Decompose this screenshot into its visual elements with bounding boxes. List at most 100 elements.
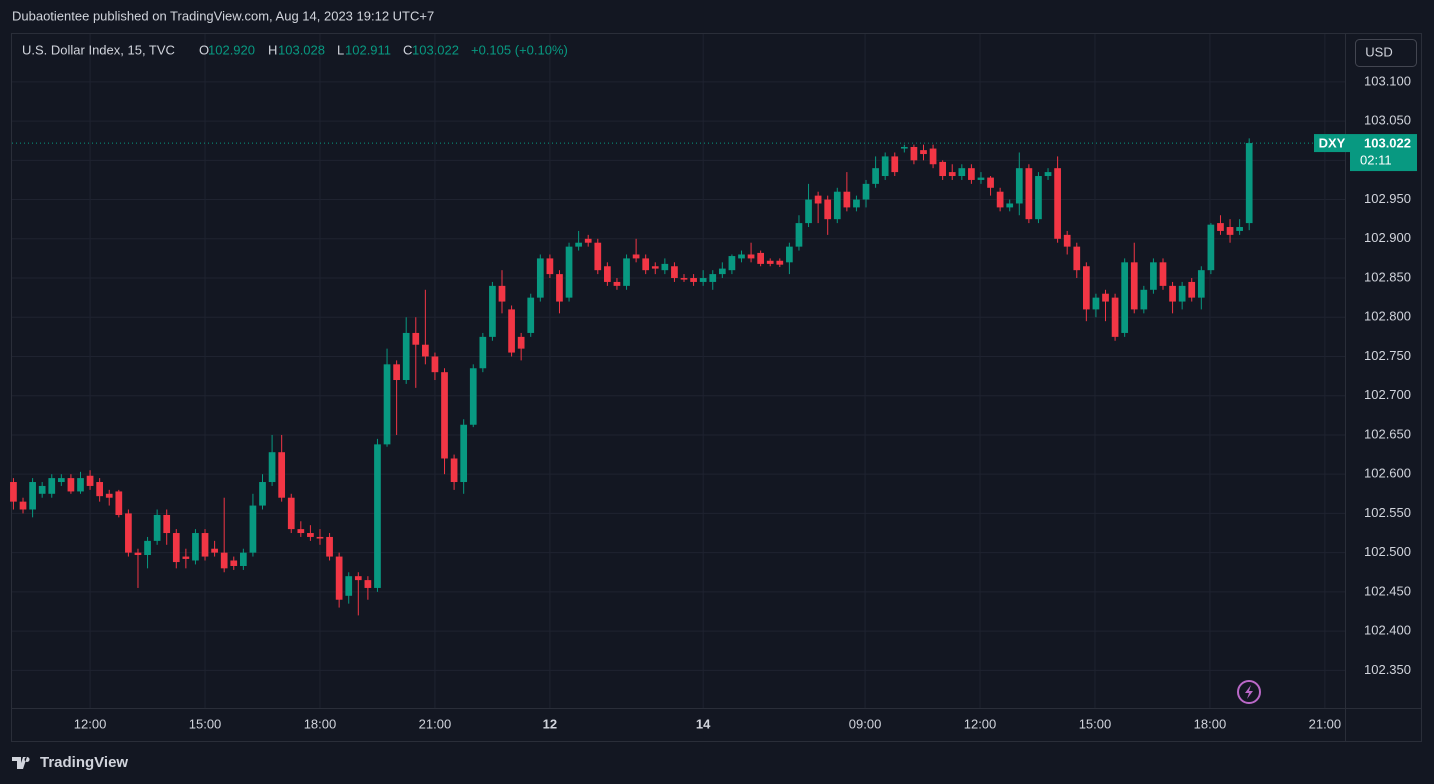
candle-body xyxy=(1102,293,1109,302)
x-tick-label: 18:00 xyxy=(304,716,337,731)
y-tick-label: 102.450 xyxy=(1364,583,1411,598)
candle-body xyxy=(307,533,314,537)
candle-body xyxy=(604,266,611,282)
candle-body xyxy=(996,191,1004,208)
candle-body xyxy=(977,177,985,180)
candle-body xyxy=(1025,168,1033,220)
candle-body xyxy=(441,372,448,459)
legend-c-label: C xyxy=(403,42,412,57)
candle-body xyxy=(1111,297,1119,337)
candle-body xyxy=(891,156,899,173)
y-tick-label: 102.900 xyxy=(1364,230,1411,245)
candle-body xyxy=(738,254,745,259)
candle-body xyxy=(48,478,56,494)
alert-circle[interactable] xyxy=(1237,680,1261,704)
candle-body xyxy=(10,482,17,502)
candle-body xyxy=(1217,223,1224,231)
candle-body xyxy=(651,266,659,269)
legend-c: 103.022 xyxy=(412,42,459,57)
candle-body xyxy=(86,475,94,486)
price-tag: DXY 103.022 02:11 xyxy=(1314,134,1417,172)
x-tick-label: 18:00 xyxy=(1194,716,1227,731)
candle-body xyxy=(220,552,228,569)
price-tag-box xyxy=(1350,134,1417,172)
candle-body xyxy=(374,444,381,588)
currency-button-box[interactable] xyxy=(1355,39,1417,67)
candle-body xyxy=(718,268,726,275)
candle-body xyxy=(287,497,295,530)
candle-body xyxy=(642,258,650,271)
candle-body xyxy=(1159,262,1167,286)
candle-body xyxy=(517,336,525,349)
y-tick-label: 103.100 xyxy=(1364,73,1411,88)
candle-body xyxy=(968,168,975,180)
candle-body xyxy=(125,513,132,553)
candle-body xyxy=(354,576,362,581)
candle-body xyxy=(1188,281,1196,298)
candle-body xyxy=(182,556,190,559)
x-tick-label: 09:00 xyxy=(849,716,882,731)
alert-icon[interactable] xyxy=(1237,680,1261,704)
candle-body xyxy=(134,552,142,555)
candle-body xyxy=(96,482,104,497)
y-tick-label: 102.400 xyxy=(1364,623,1411,638)
candle-body xyxy=(795,223,803,247)
y-tick-label: 102.800 xyxy=(1364,309,1411,324)
grid xyxy=(12,34,1345,708)
candle-body xyxy=(431,356,439,373)
legend-o: 102.920 xyxy=(208,42,255,57)
candle-body xyxy=(632,254,640,259)
candle-body xyxy=(786,246,793,263)
plot xyxy=(10,138,1345,616)
x-tick-label: 12:00 xyxy=(964,716,997,731)
candle-body xyxy=(249,505,257,553)
y-tick-label: 103.050 xyxy=(1364,113,1411,128)
candle-body xyxy=(958,168,966,177)
footer: TradingView xyxy=(12,754,128,771)
candle-body xyxy=(19,501,27,510)
axes: 103.100103.050103.000102.950102.900102.8… xyxy=(74,73,1417,731)
y-tick-label: 102.600 xyxy=(1364,466,1411,481)
legend-l: 102.911 xyxy=(345,42,391,57)
candle-body xyxy=(479,336,487,369)
candle-body xyxy=(259,482,266,506)
x-tick-label: 12:00 xyxy=(74,716,107,731)
candle-body xyxy=(1035,176,1042,220)
alert-bolt[interactable] xyxy=(1245,685,1253,699)
candle-body xyxy=(1044,172,1052,177)
currency-label[interactable]: USD xyxy=(1365,44,1392,59)
brand: TradingView xyxy=(40,754,128,771)
candle-body xyxy=(192,533,199,561)
candle-body xyxy=(211,548,218,553)
legend-symbol: U.S. Dollar Index, 15, TVC xyxy=(22,42,175,57)
candle-body xyxy=(1226,227,1234,235)
candle-body xyxy=(77,478,84,492)
candle-body xyxy=(1015,168,1023,204)
candle-body xyxy=(1150,262,1157,290)
candle-body xyxy=(747,254,755,259)
candle-body xyxy=(326,536,333,557)
candle-body xyxy=(556,274,563,302)
currency-button[interactable]: USD xyxy=(1355,39,1417,67)
candle-body xyxy=(1073,246,1081,271)
x-tick-label: 15:00 xyxy=(1079,716,1112,731)
candle-body xyxy=(843,191,851,208)
chart-frame xyxy=(11,33,1422,742)
candle-body xyxy=(661,263,669,271)
candle-body xyxy=(939,161,947,177)
price-tag-value: 103.022 xyxy=(1364,136,1411,151)
legend-h-label: H xyxy=(268,42,277,57)
candle-body xyxy=(872,168,879,184)
candle-body xyxy=(881,156,889,177)
candle-body xyxy=(422,344,429,357)
candle-body xyxy=(1140,289,1148,310)
candle-body xyxy=(527,297,535,333)
candle-body xyxy=(833,191,841,220)
logo xyxy=(12,757,30,769)
candle-body xyxy=(814,195,822,204)
candle-body xyxy=(163,514,171,534)
candle-body xyxy=(105,493,113,498)
candle-body xyxy=(1082,266,1090,310)
